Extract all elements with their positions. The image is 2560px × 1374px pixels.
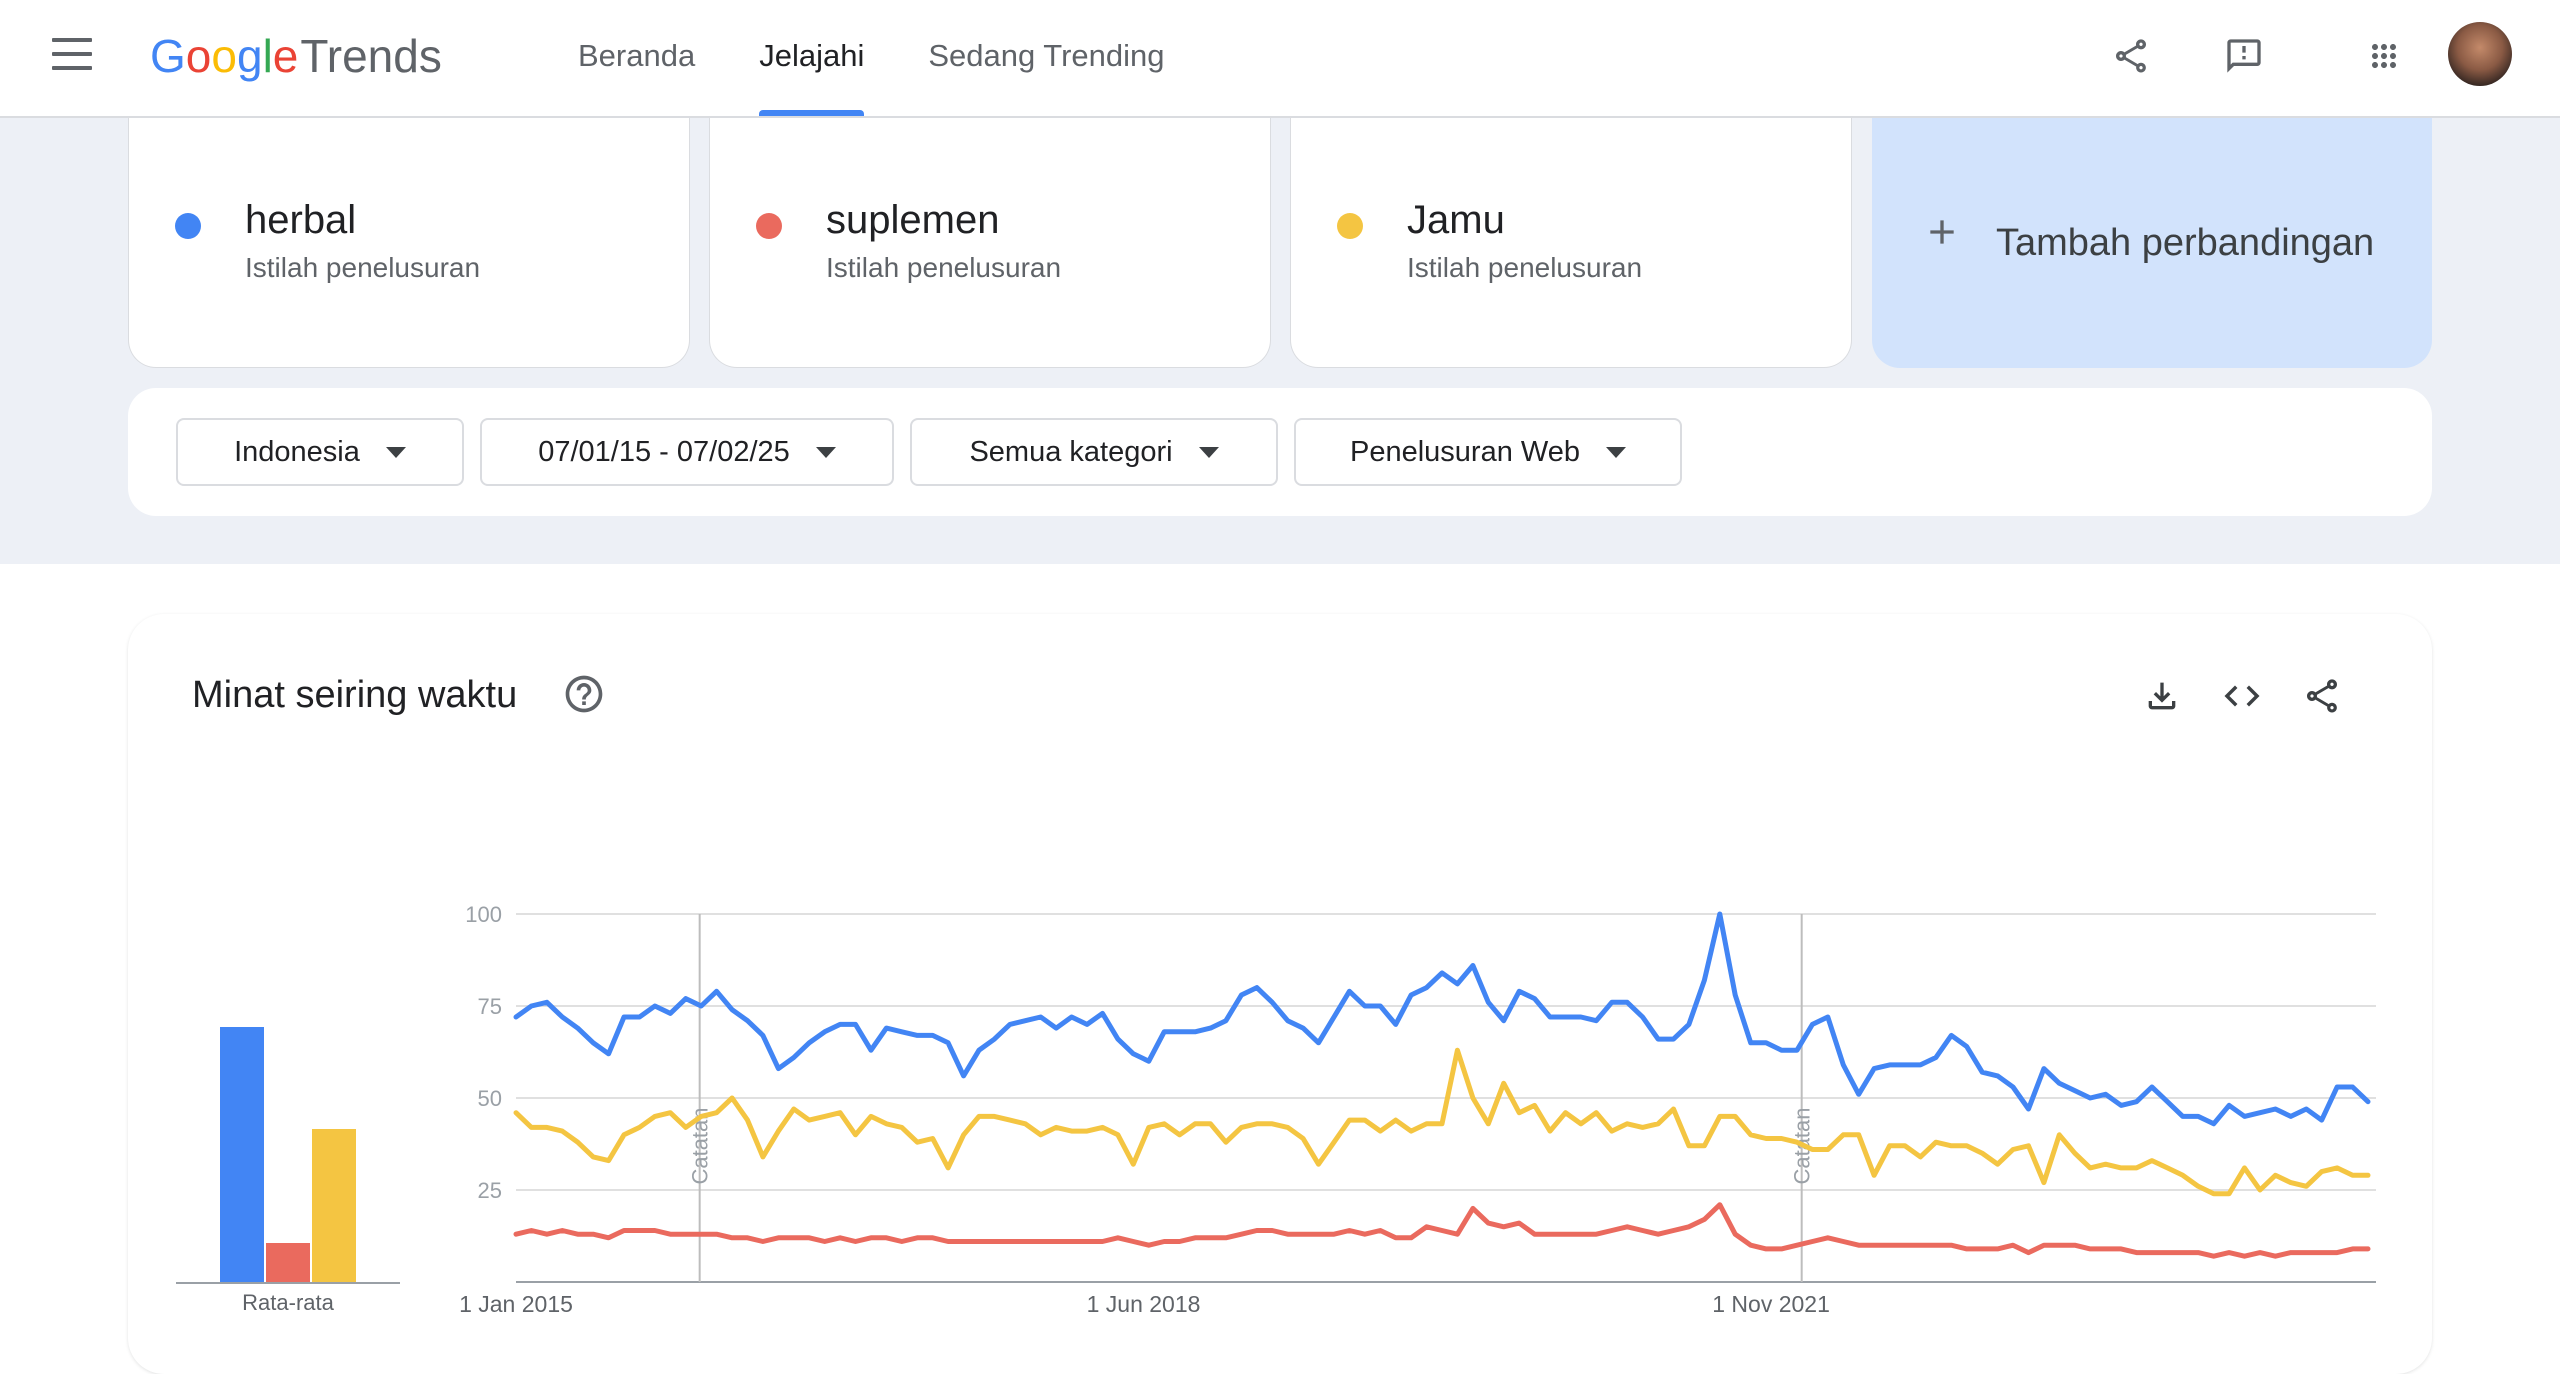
term-color-dot bbox=[756, 213, 782, 239]
term-name: Jamu bbox=[1407, 198, 1505, 242]
google-trends-logo[interactable]: GoogleTrends bbox=[150, 30, 442, 82]
category-value: Semua kategori bbox=[969, 435, 1173, 468]
top-app-bar: GoogleTrends Beranda Jelajahi Sedang Tre… bbox=[0, 0, 2560, 118]
interest-over-time-card: Minat seiring waktu Rata-rata 25 50 75 100 1… bbox=[128, 614, 2432, 1374]
term-name: suplemen bbox=[826, 198, 1000, 242]
share-icon[interactable] bbox=[2298, 672, 2346, 720]
region-dropdown[interactable]: Indonesia bbox=[176, 418, 464, 486]
term-card-jamu[interactable]: Jamu Istilah penelusuran bbox=[1290, 116, 1852, 368]
feedback-icon[interactable] bbox=[2214, 26, 2274, 86]
caret-down-icon bbox=[385, 446, 406, 458]
series-line-herbal bbox=[513, 911, 2371, 1127]
term-type: Istilah penelusuran bbox=[1407, 252, 1643, 283]
y-tick-label: 100 bbox=[465, 902, 502, 927]
y-tick-label: 75 bbox=[478, 994, 502, 1019]
term-card-herbal[interactable]: herbal Istilah penelusuran bbox=[128, 116, 690, 368]
x-tick-label: 1 Nov 2021 bbox=[1712, 1291, 1830, 1317]
date-range-value: 07/01/15 - 07/02/25 bbox=[538, 435, 790, 468]
embed-icon[interactable] bbox=[2218, 672, 2266, 720]
logo-trends-text: Trends bbox=[300, 30, 442, 82]
search-type-value: Penelusuran Web bbox=[1349, 435, 1580, 468]
add-comparison-label: Tambah perbandingan bbox=[1996, 222, 2375, 264]
apps-icon[interactable] bbox=[2354, 26, 2414, 86]
caret-down-icon bbox=[1198, 446, 1219, 458]
region-value: Indonesia bbox=[234, 435, 360, 468]
series-line-suplemen bbox=[513, 1202, 2371, 1259]
average-bar-herbal bbox=[220, 1027, 264, 1282]
help-icon[interactable] bbox=[562, 672, 606, 716]
share-icon[interactable] bbox=[2101, 26, 2161, 86]
search-type-dropdown[interactable]: Penelusuran Web bbox=[1294, 418, 1682, 486]
caret-down-icon bbox=[815, 446, 836, 458]
download-icon[interactable] bbox=[2138, 672, 2186, 720]
term-type: Istilah penelusuran bbox=[245, 252, 481, 283]
filter-panel: Indonesia 07/01/15 - 07/02/25 Semua kate… bbox=[128, 388, 2432, 516]
series-line-jamu bbox=[513, 1047, 2371, 1197]
average-axis-line bbox=[176, 1282, 400, 1284]
caret-down-icon bbox=[1606, 446, 1626, 458]
term-color-dot bbox=[1337, 213, 1363, 239]
term-type: Istilah penelusuran bbox=[826, 252, 1062, 283]
add-comparison-button[interactable]: Tambah perbandingan bbox=[1872, 116, 2432, 368]
tab-beranda[interactable]: Beranda bbox=[578, 38, 696, 73]
y-tick-label: 50 bbox=[478, 1086, 502, 1111]
x-tick-label: 1 Jun 2018 bbox=[1087, 1291, 1201, 1317]
average-label: Rata-rata bbox=[242, 1290, 334, 1315]
x-tick-label: 1 Jan 2015 bbox=[459, 1291, 573, 1317]
date-range-dropdown[interactable]: 07/01/15 - 07/02/25 bbox=[480, 418, 894, 486]
plus-icon bbox=[1930, 220, 1954, 244]
avatar[interactable] bbox=[2448, 22, 2512, 86]
average-bar-suplemen bbox=[266, 1242, 310, 1282]
term-card-suplemen[interactable]: suplemen Istilah penelusuran bbox=[709, 116, 1271, 368]
card-title: Minat seiring waktu bbox=[192, 674, 518, 716]
menu-icon[interactable] bbox=[52, 38, 92, 70]
category-dropdown[interactable]: Semua kategori bbox=[910, 418, 1278, 486]
tab-sedang-trending[interactable]: Sedang Trending bbox=[928, 38, 1165, 73]
tab-jelajahi[interactable]: Jelajahi bbox=[727, 0, 896, 116]
y-tick-label: 25 bbox=[478, 1178, 502, 1203]
term-name: herbal bbox=[245, 198, 357, 242]
average-bar-jamu bbox=[312, 1129, 356, 1282]
main-nav: Beranda Jelajahi Sedang Trending bbox=[546, 0, 1196, 116]
term-color-dot bbox=[175, 213, 201, 239]
